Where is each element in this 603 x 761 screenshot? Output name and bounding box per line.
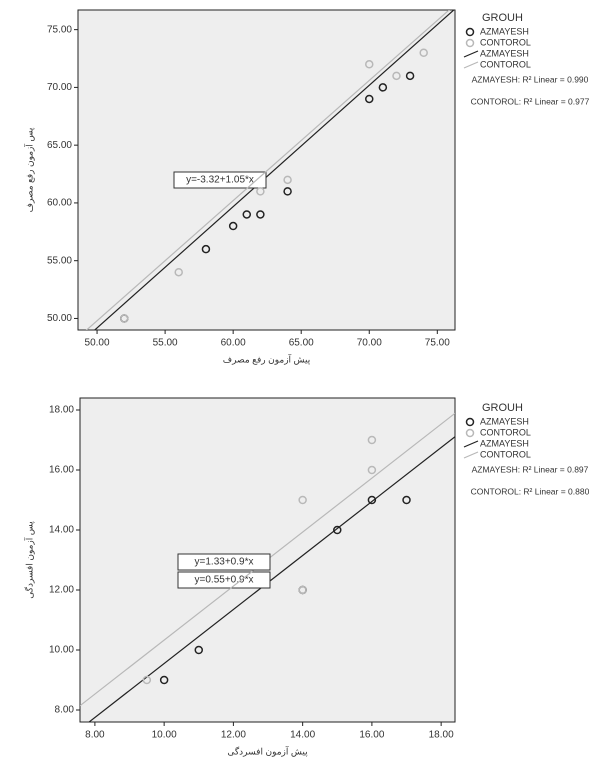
y-tick-label: 75.00 [47, 24, 72, 35]
legend-line [464, 441, 478, 447]
legend-label: AZMAYESH [480, 416, 529, 426]
y-axis-label: پس آزمون افسردگی [23, 521, 35, 599]
y-tick-label: 14.00 [49, 525, 74, 536]
x-tick-label: 10.00 [152, 730, 177, 741]
legend-line [464, 62, 478, 68]
x-axis-label: پیش آزمون رفع مصرف [223, 353, 311, 365]
legend-label: CONTOROL [480, 37, 531, 47]
y-tick-label: 16.00 [49, 465, 74, 476]
legend-note: CONTOROL: R² Linear = 0.880 [471, 486, 590, 496]
figure: 50.00 55.00 60.00 65.00 70.00 75.00 50.00 55.00… [0, 0, 603, 761]
y-tick-label: 10.00 [49, 645, 74, 656]
x-axis-label: پیش آزمون افسردگی [227, 745, 308, 757]
y-axis-label: پس آزمون رفع مصرف [23, 127, 35, 212]
legend-note: AZMAYESH: R² Linear = 0.990 [472, 74, 589, 84]
y-tick-label: 50.00 [47, 313, 72, 324]
legend-label: CONTOROL [480, 449, 531, 459]
y-tick-label: 70.00 [47, 82, 72, 93]
legend-marker [467, 419, 474, 426]
legend-label: CONTOROL [480, 59, 531, 69]
y-tick-label: 60.00 [47, 198, 72, 209]
legend-line [464, 452, 478, 458]
y-tick-label: 65.00 [47, 140, 72, 151]
x-tick-label: 55.00 [153, 338, 178, 349]
y-tick-label: 8.00 [55, 705, 75, 716]
legend-note: AZMAYESH: R² Linear = 0.897 [472, 464, 589, 474]
legend-marker [467, 29, 474, 36]
x-tick-label: 12.00 [221, 730, 246, 741]
x-tick-label: 60.00 [221, 338, 246, 349]
legend-marker [467, 40, 474, 47]
y-tick-label: 55.00 [47, 255, 72, 266]
x-tick-label: 16.00 [359, 730, 384, 741]
legend-label: AZMAYESH [480, 26, 529, 36]
legend-title: GROUH [482, 12, 523, 24]
x-tick-label: 14.00 [290, 730, 315, 741]
legend-marker [467, 430, 474, 437]
y-tick-label: 12.00 [49, 585, 74, 596]
x-tick-label: 65.00 [289, 338, 314, 349]
legend-label: AZMAYESH [480, 438, 529, 448]
plot-area [78, 10, 455, 330]
legend-label: CONTOROL [480, 427, 531, 437]
x-tick-label: 8.00 [85, 730, 105, 741]
x-tick-label: 50.00 [85, 338, 110, 349]
equation-label: y=0.55+0.9*x [195, 575, 254, 586]
equation-label: y=-3.32+1.05*x [186, 175, 254, 186]
legend-title: GROUH [482, 402, 523, 414]
legend-line [464, 51, 478, 57]
legend-label: AZMAYESH [480, 48, 529, 58]
equation-label: y=1.33+0.9*x [195, 557, 254, 568]
x-tick-label: 18.00 [429, 730, 454, 741]
y-tick-label: 18.00 [49, 405, 74, 416]
x-tick-label: 75.00 [425, 338, 450, 349]
legend-note: CONTOROL: R² Linear = 0.977 [471, 96, 590, 106]
x-tick-label: 70.00 [357, 338, 382, 349]
